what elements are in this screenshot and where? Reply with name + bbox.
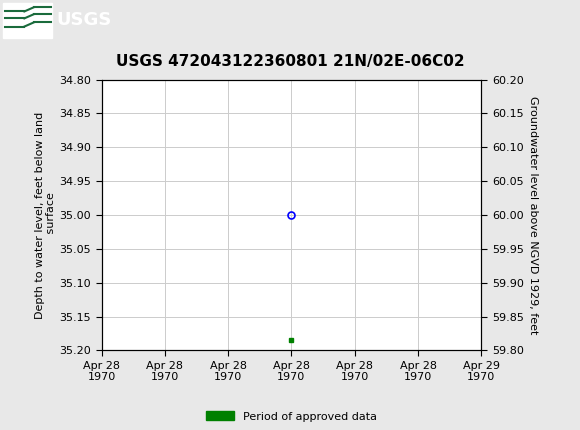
Text: USGS: USGS [57, 12, 112, 29]
Y-axis label: Groundwater level above NGVD 1929, feet: Groundwater level above NGVD 1929, feet [528, 96, 538, 334]
Text: USGS 472043122360801 21N/02E-06C02: USGS 472043122360801 21N/02E-06C02 [115, 54, 465, 69]
Legend: Period of approved data: Period of approved data [202, 407, 381, 426]
FancyBboxPatch shape [3, 3, 52, 37]
Y-axis label: Depth to water level, feet below land
 surface: Depth to water level, feet below land su… [35, 111, 56, 319]
